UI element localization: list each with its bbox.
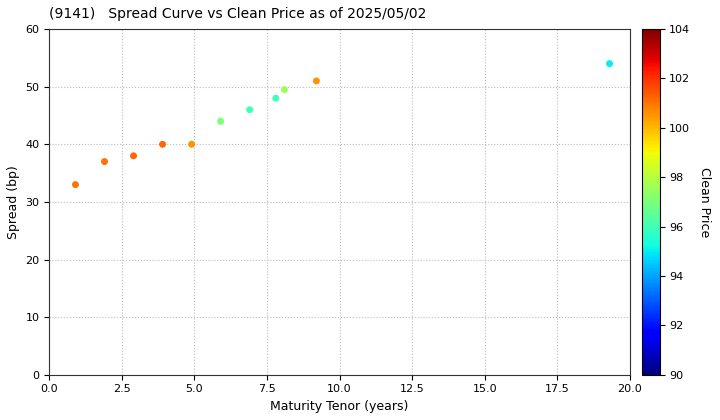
- Point: [127, 152, 139, 159]
- X-axis label: Maturity Tenor (years): Maturity Tenor (years): [271, 400, 409, 413]
- Point: [310, 78, 322, 84]
- Point: [244, 106, 256, 113]
- Point: [70, 181, 81, 188]
- Y-axis label: Clean Price: Clean Price: [698, 167, 711, 237]
- Y-axis label: Spread (bp): Spread (bp): [7, 165, 20, 239]
- Point: [186, 141, 197, 148]
- Point: [279, 86, 290, 93]
- Point: [157, 141, 168, 148]
- Point: [99, 158, 110, 165]
- Point: [604, 60, 616, 67]
- Point: [215, 118, 226, 125]
- Text: (9141)   Spread Curve vs Clean Price as of 2025/05/02: (9141) Spread Curve vs Clean Price as of…: [50, 7, 427, 21]
- Point: [270, 95, 282, 102]
